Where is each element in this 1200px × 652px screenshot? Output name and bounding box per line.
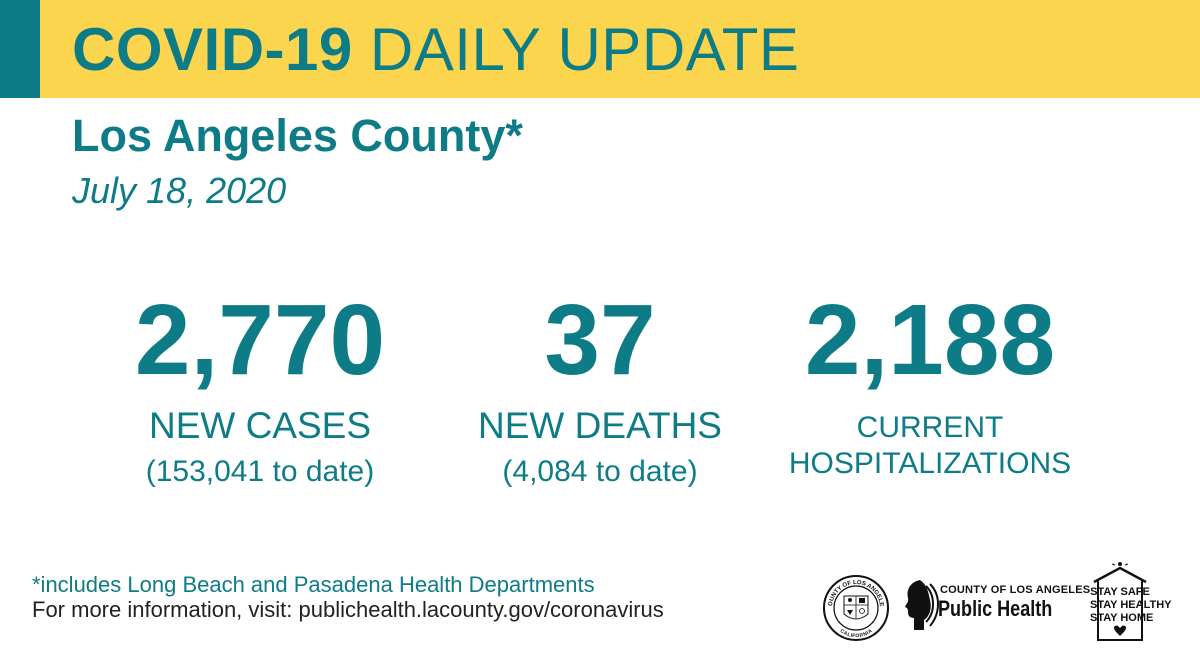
stay-safe-logo: STAY SAFE STAY HEALTHY STAY HOME (1090, 560, 1172, 642)
deaths-to-date: (4,084 to date) (502, 455, 698, 488)
hospitalizations-label-line1: CURRENT (856, 411, 1004, 444)
more-info-text: For more information, visit: publichealt… (32, 597, 664, 622)
region-heading: Los Angeles County* (72, 110, 523, 161)
county-seal-icon: COUNTY OF LOS ANGELES CALIFORNIA (820, 570, 890, 642)
new-deaths-label: NEW DEATHS (478, 405, 722, 446)
seal-text-bottom: CALIFORNIA (839, 628, 874, 639)
new-cases-value: 2,770 (134, 284, 386, 396)
hospitalizations-label-line2: HOSPITALIZATIONS (788, 447, 1072, 480)
page-title-part1: COVID-19 (72, 16, 353, 83)
house-heart-icon (1093, 562, 1147, 641)
stat-new-cases: 2,770 NEW CASES (153,041 to date) (105, 290, 415, 492)
public-health-name: Public Health (938, 596, 1053, 621)
public-health-org-line: COUNTY OF LOS ANGELES (940, 584, 1091, 596)
report-date: July 18, 2020 (72, 170, 287, 211)
title-banner (0, 0, 1200, 98)
public-health-logo: COUNTY OF LOS ANGELES Public Health (900, 576, 1090, 636)
hospitalizations-value: 2,188 (804, 284, 1056, 396)
stat-new-deaths: 37 NEW DEATHS (4,084 to date) (445, 290, 755, 492)
page-title: COVID-19 DAILY UPDATE (72, 10, 799, 90)
svg-text:CALIFORNIA: CALIFORNIA (839, 628, 874, 639)
stay-safe-line1: STAY SAFE (1090, 586, 1150, 598)
stay-safe-line2: STAY HEALTHY (1090, 599, 1172, 611)
footnote: *includes Long Beach and Pasadena Health… (32, 572, 595, 597)
stat-hospitalizations: 2,188 CURRENT HOSPITALIZATIONS (770, 290, 1090, 482)
hospitalizations-label: CURRENT HOSPITALIZATIONS (770, 410, 1090, 482)
stay-safe-line3: STAY HOME (1090, 612, 1154, 624)
cases-to-date: (153,041 to date) (145, 455, 375, 488)
new-deaths-value: 37 (544, 284, 656, 396)
banner-accent-bar (0, 0, 40, 98)
public-health-profile-icon (905, 580, 940, 630)
page-title-part2: DAILY UPDATE (369, 16, 800, 83)
new-cases-label: NEW CASES (148, 405, 372, 446)
